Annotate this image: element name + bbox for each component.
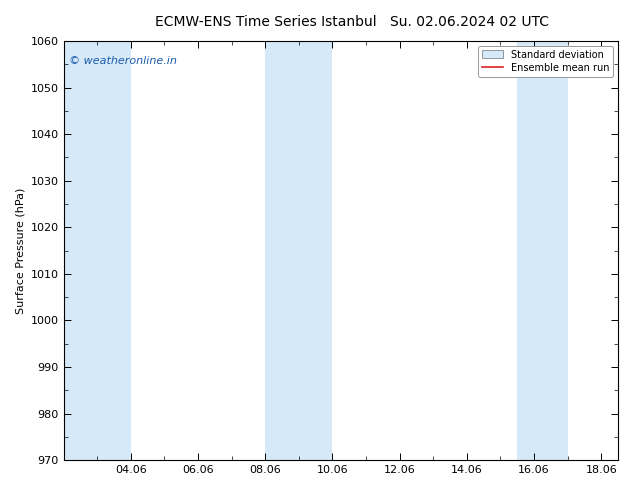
Text: Su. 02.06.2024 02 UTC: Su. 02.06.2024 02 UTC	[390, 15, 548, 29]
Text: © weatheronline.in: © weatheronline.in	[69, 56, 177, 66]
Bar	[63, 41, 131, 460]
Text: ECMW-ENS Time Series Istanbul: ECMW-ENS Time Series Istanbul	[155, 15, 377, 29]
Bar	[517, 41, 567, 460]
Y-axis label: Surface Pressure (hPa): Surface Pressure (hPa)	[15, 187, 25, 314]
Legend: Standard deviation, Ensemble mean run: Standard deviation, Ensemble mean run	[477, 46, 613, 76]
Bar	[265, 41, 332, 460]
